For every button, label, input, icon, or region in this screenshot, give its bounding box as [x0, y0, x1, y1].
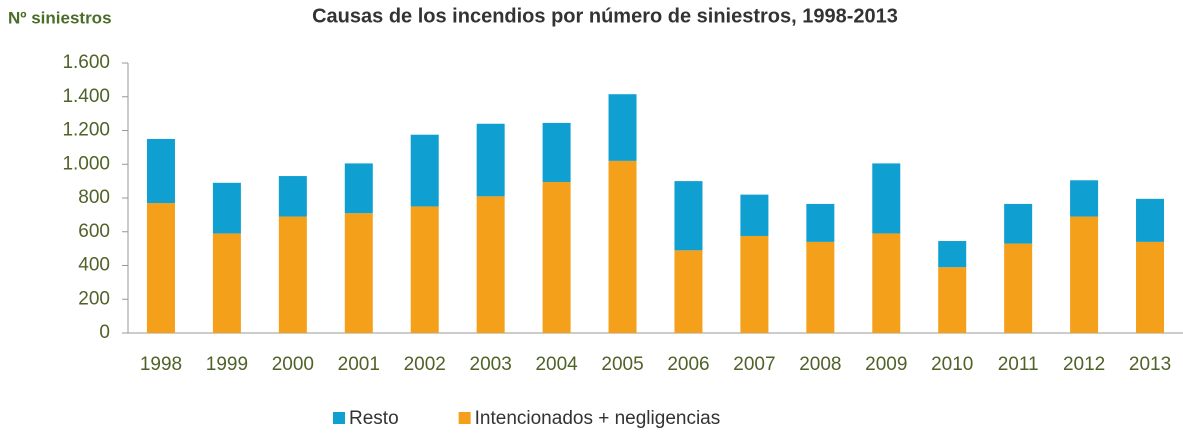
x-tick-label: 1999	[206, 354, 248, 375]
x-tick-label: 2011	[998, 354, 1039, 375]
bar-segment	[806, 241, 835, 333]
bar-segment	[278, 216, 307, 333]
bar-segment	[344, 213, 373, 333]
bar-segment	[938, 241, 967, 268]
bar-segment	[146, 203, 175, 333]
y-tick-label: 0	[99, 322, 110, 343]
y-axis-label: Nº siniestros	[8, 8, 112, 27]
bar-segment	[212, 233, 241, 333]
y-tick-label: 600	[78, 221, 110, 242]
y-tick-label: 1.200	[62, 120, 110, 141]
bar-segment	[674, 181, 703, 251]
x-tick-label: 2006	[667, 354, 709, 375]
x-tick-label: 2003	[470, 354, 512, 375]
bar-segment	[476, 123, 505, 197]
bar-segment	[1136, 241, 1165, 333]
bar-segment	[1004, 203, 1033, 244]
bar-segment	[872, 233, 901, 333]
bar-segment	[608, 94, 637, 161]
bar-segment	[542, 122, 571, 182]
x-tick-label: 2013	[1129, 354, 1171, 375]
x-tick-label: 2002	[404, 354, 446, 375]
bar-segment	[674, 250, 703, 333]
legend-label: Intencionados + negligencias	[475, 408, 721, 429]
y-tick-label: 1.000	[62, 153, 110, 174]
x-tick-label: 2004	[535, 354, 578, 375]
y-tick-label: 1.400	[62, 86, 110, 107]
bar-segment	[1070, 216, 1099, 333]
bar-segment	[212, 182, 241, 234]
bar-segment	[344, 163, 373, 214]
y-tick-label: 200	[78, 288, 110, 309]
bar-segment	[938, 267, 967, 333]
bar-segment	[278, 176, 307, 217]
x-tick-label: 2009	[865, 354, 907, 375]
legend-swatch	[458, 412, 471, 424]
bar-segment	[608, 160, 637, 333]
legend-label: Resto	[349, 408, 399, 429]
x-tick-label: 2000	[272, 354, 314, 375]
legend-swatch	[333, 412, 345, 424]
x-tick-label: 2001	[338, 354, 380, 375]
bar-segment	[1070, 180, 1099, 217]
bar-segment	[410, 206, 439, 333]
y-tick-label: 1.600	[62, 52, 110, 73]
x-tick-label: 2012	[1063, 354, 1105, 375]
bar-segment	[1136, 198, 1165, 242]
bar-segment	[542, 181, 571, 333]
bar-segment	[476, 196, 505, 333]
bar-segment	[740, 194, 769, 236]
bar-segment	[806, 203, 835, 242]
x-tick-label: 2008	[799, 354, 841, 375]
x-tick-label: 2005	[601, 354, 643, 375]
x-tick-label: 2007	[733, 354, 775, 375]
bar-segment	[740, 235, 769, 333]
y-tick-label: 400	[78, 255, 110, 276]
bar-segment	[146, 138, 175, 204]
bar-segment	[1004, 243, 1033, 333]
chart-title: Causas de los incendios por número de si…	[312, 5, 898, 27]
bar-segment	[872, 163, 901, 234]
x-tick-label: 2010	[931, 354, 973, 375]
bar-segment	[410, 134, 439, 207]
y-tick-label: 800	[78, 187, 110, 208]
x-tick-label: 1998	[140, 354, 182, 375]
